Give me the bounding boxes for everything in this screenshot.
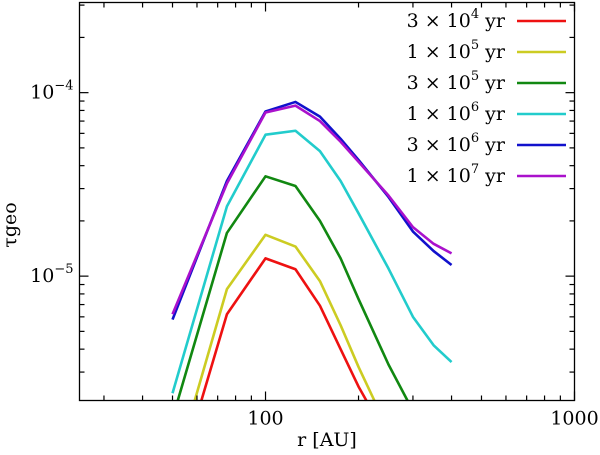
y-axis-label: τgeo bbox=[0, 202, 21, 247]
series-layer bbox=[171, 100, 453, 402]
legend-label-2: 3 × 105 yr bbox=[407, 69, 506, 94]
legend-label-3: 1 × 106 yr bbox=[407, 100, 506, 125]
series-line-3 bbox=[171, 129, 453, 394]
series-line-1 bbox=[193, 233, 376, 402]
y-tick-label: 10−5 bbox=[30, 262, 73, 287]
x-axis-label: r [AU] bbox=[297, 429, 357, 451]
y-tick-label: 10−4 bbox=[30, 79, 73, 104]
legend-label-0: 3 × 104 yr bbox=[407, 7, 506, 32]
x-tick-label: 100 bbox=[247, 408, 283, 430]
legend-label-1: 1 × 105 yr bbox=[407, 38, 506, 63]
legend-label-5: 1 × 107 yr bbox=[407, 162, 506, 187]
ticks-layer: 100 1000 10−5 10−4 bbox=[30, 2, 599, 430]
x-tick-label: 1000 bbox=[550, 408, 598, 430]
series-line-0 bbox=[200, 257, 368, 402]
legend: 3 × 104 yr 1 × 105 yr 3 × 105 yr 1 × 106 yr… bbox=[407, 7, 566, 187]
plot-frame bbox=[78, 1, 576, 402]
series-line-5 bbox=[171, 104, 453, 315]
series-line-2 bbox=[176, 175, 409, 402]
legend-label-4: 3 × 106 yr bbox=[407, 131, 506, 156]
